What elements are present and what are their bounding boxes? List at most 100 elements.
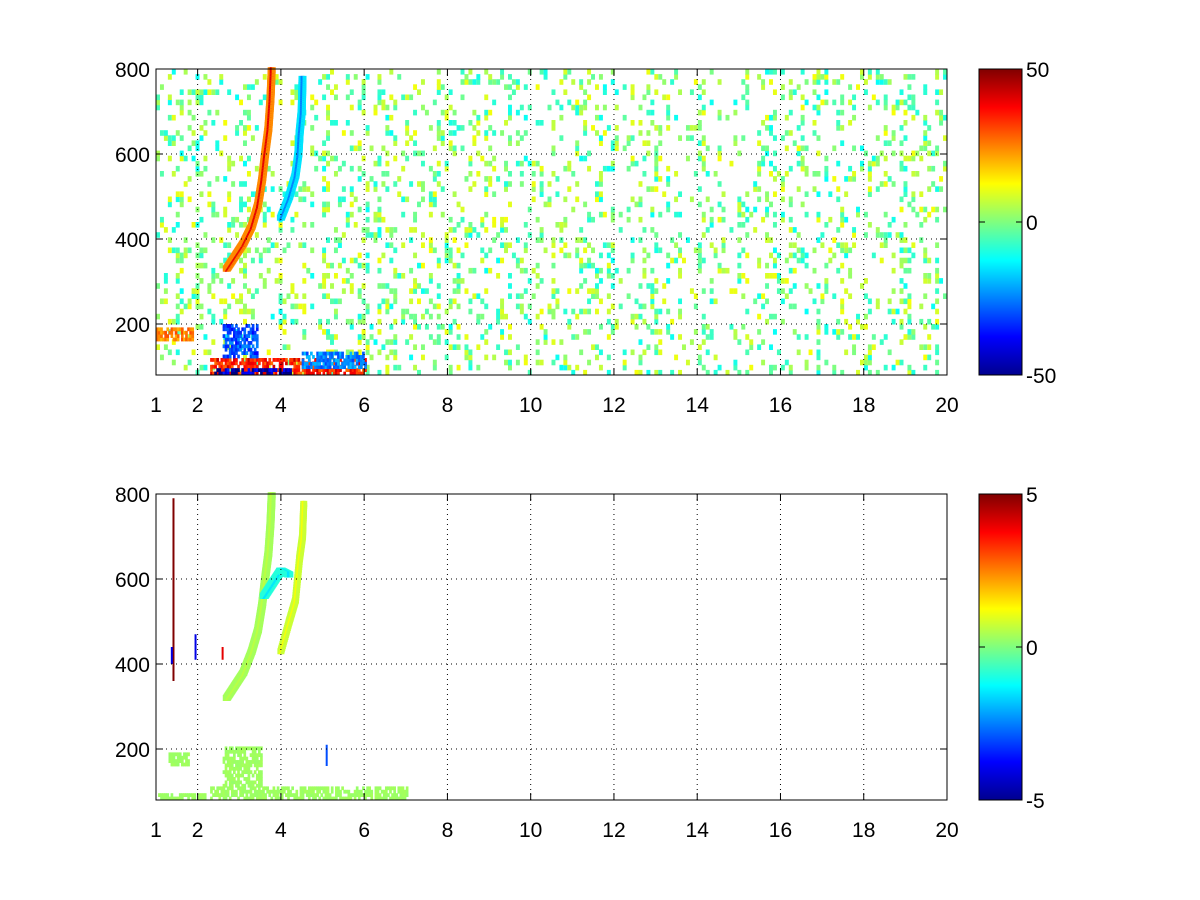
heatmap-cell bbox=[804, 99, 809, 106]
heatmap-cell bbox=[939, 114, 944, 121]
heatmap-cell bbox=[519, 160, 524, 167]
heatmap-cell bbox=[391, 786, 394, 791]
heatmap-cell bbox=[587, 288, 592, 294]
heatmap-cell bbox=[923, 354, 928, 361]
heatmap-cell bbox=[555, 354, 560, 361]
heatmap-cell bbox=[237, 344, 240, 349]
heatmap-cell bbox=[282, 298, 287, 305]
heatmap-cell bbox=[452, 109, 457, 116]
heatmap-cell bbox=[761, 145, 766, 152]
heatmap-cell bbox=[250, 313, 255, 320]
heatmap-cell bbox=[224, 753, 228, 758]
heatmap-cell bbox=[207, 308, 212, 315]
heatmap-cell bbox=[314, 114, 319, 121]
heatmap-cell bbox=[222, 783, 226, 788]
heatmap-cell bbox=[381, 104, 386, 111]
heatmap-cell bbox=[385, 227, 390, 233]
heatmap-cell bbox=[377, 196, 382, 203]
heatmap-cell bbox=[243, 130, 247, 136]
heatmap-cell bbox=[239, 293, 244, 299]
heatmap-cell bbox=[260, 756, 263, 761]
heatmap-cell bbox=[235, 232, 240, 238]
heatmap-cell bbox=[883, 94, 888, 101]
heatmap-cell bbox=[175, 211, 180, 218]
heatmap-cell bbox=[598, 278, 603, 284]
heatmap-cell bbox=[218, 361, 222, 366]
heatmap-cell bbox=[836, 79, 841, 85]
heatmap-cell bbox=[377, 283, 382, 289]
heatmap-cell bbox=[226, 371, 230, 376]
heatmap-cell bbox=[820, 232, 825, 238]
heatmap-cell bbox=[301, 361, 305, 366]
colorbar: 500-50 bbox=[978, 59, 1056, 388]
heatmap-cell bbox=[377, 74, 382, 80]
heatmap-cell bbox=[322, 358, 326, 363]
heatmap-cell bbox=[280, 368, 284, 372]
heatmap-cell bbox=[399, 796, 403, 801]
heatmap-cell bbox=[504, 84, 508, 90]
heatmap-cell bbox=[303, 789, 307, 794]
heatmap-cell bbox=[575, 313, 580, 320]
heatmap-cell bbox=[879, 79, 884, 85]
heatmap-cell bbox=[333, 247, 338, 254]
heatmap-cell bbox=[658, 211, 663, 218]
heatmap-cell bbox=[895, 308, 900, 315]
heatmap-cell bbox=[504, 227, 508, 233]
heatmap-cell bbox=[539, 278, 544, 284]
heatmap-cell bbox=[654, 247, 659, 254]
heatmap-cell bbox=[595, 84, 599, 90]
heatmap-cell bbox=[239, 780, 242, 785]
heatmap-cell bbox=[345, 318, 350, 325]
heatmap-cell bbox=[228, 371, 232, 376]
heatmap-cell bbox=[666, 94, 671, 101]
heatmap-cell bbox=[401, 308, 406, 315]
heatmap-cell bbox=[160, 337, 163, 342]
heatmap-cell bbox=[780, 69, 785, 75]
heatmap-cell bbox=[610, 206, 615, 213]
heatmap-cell bbox=[305, 368, 309, 372]
heatmap-cell bbox=[351, 793, 355, 797]
heatmap-cell bbox=[598, 181, 603, 187]
heatmap-cell bbox=[515, 84, 520, 90]
heatmap-cell bbox=[318, 361, 322, 366]
heatmap-cell bbox=[333, 155, 338, 162]
heatmap-cell bbox=[349, 358, 353, 363]
heatmap-cell bbox=[253, 749, 257, 754]
heatmap-cell bbox=[251, 793, 255, 797]
heatmap-cell bbox=[923, 135, 928, 141]
heatmap-cell bbox=[468, 120, 473, 126]
heatmap-cell bbox=[376, 789, 380, 794]
heatmap-cell bbox=[440, 140, 445, 146]
heatmap-cell bbox=[245, 766, 249, 771]
heatmap-cell bbox=[212, 371, 215, 376]
heatmap-cell bbox=[243, 770, 247, 775]
heatmap-cell bbox=[195, 74, 200, 80]
heatmap-cell bbox=[654, 349, 659, 356]
heatmap-cell bbox=[634, 160, 639, 167]
heatmap-cell bbox=[381, 171, 386, 177]
heatmap-cell bbox=[158, 793, 161, 797]
heatmap-cell bbox=[203, 334, 208, 340]
heatmap-cell bbox=[324, 793, 328, 797]
heatmap-cell bbox=[555, 298, 560, 305]
heatmap-cell bbox=[249, 763, 253, 768]
heatmap-cell bbox=[270, 361, 274, 366]
heatmap-cell bbox=[215, 109, 220, 116]
heatmap-cell bbox=[606, 252, 611, 259]
heatmap-cell bbox=[816, 109, 821, 116]
heatmap-cell bbox=[237, 749, 240, 754]
heatmap-cell bbox=[343, 365, 347, 370]
heatmap-cell bbox=[171, 135, 176, 141]
heatmap-cell bbox=[432, 247, 437, 254]
heatmap-cell bbox=[848, 247, 853, 254]
heatmap-cell bbox=[551, 125, 556, 131]
heatmap-cell bbox=[887, 298, 892, 305]
heatmap-cell bbox=[500, 334, 505, 340]
heatmap-cell bbox=[330, 789, 334, 794]
heatmap-cell bbox=[527, 69, 532, 75]
heatmap-cell bbox=[492, 79, 497, 85]
heatmap-cell bbox=[373, 109, 378, 116]
heatmap-cell bbox=[464, 79, 469, 85]
heatmap-cell bbox=[241, 793, 245, 797]
heatmap-cell bbox=[761, 216, 766, 223]
